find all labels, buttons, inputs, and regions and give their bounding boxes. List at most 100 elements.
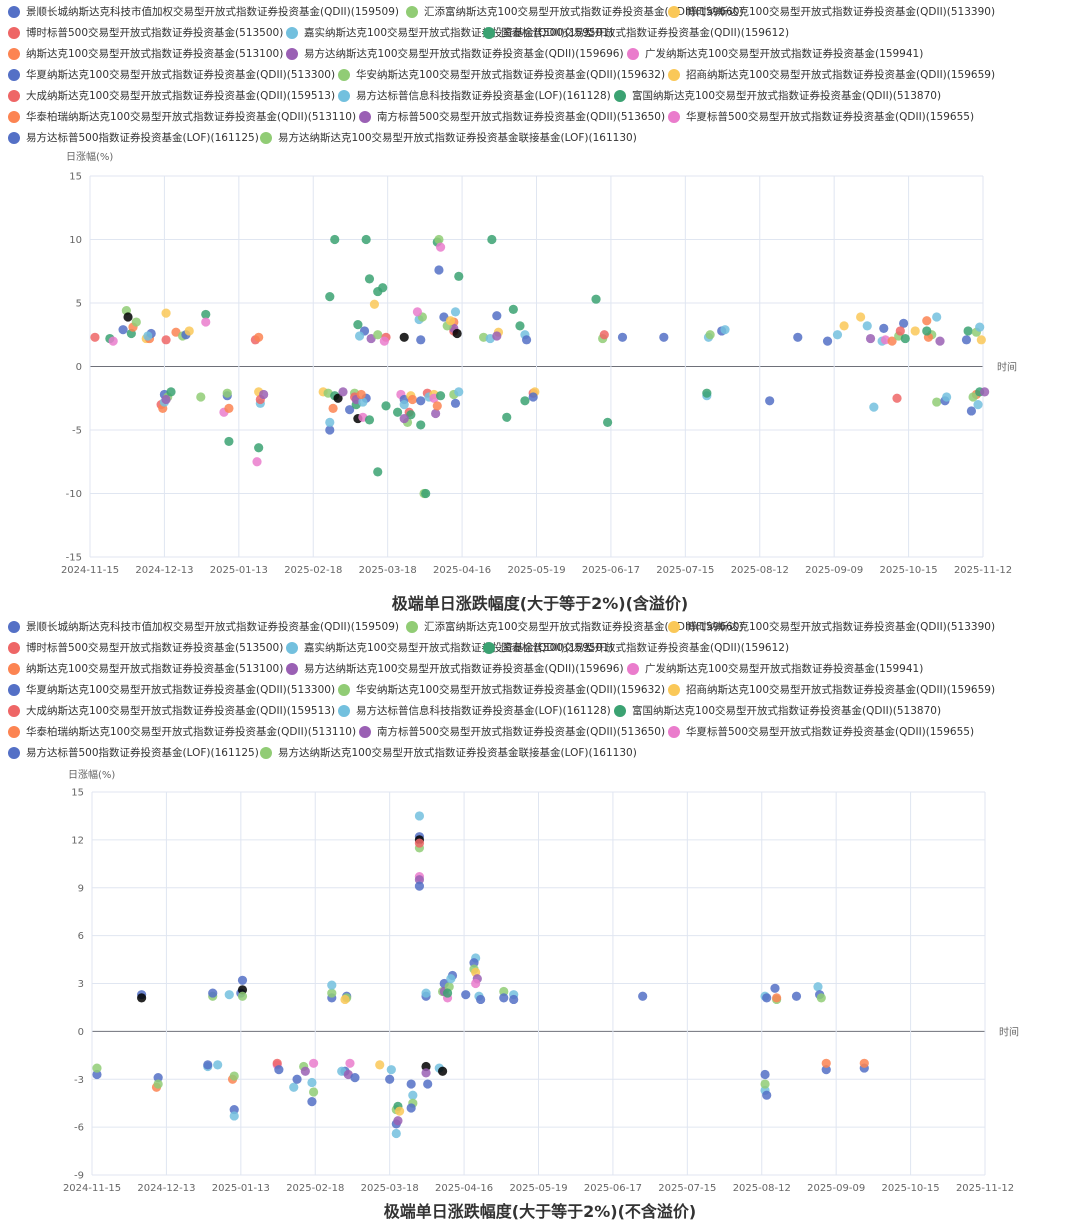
scatter-point[interactable] <box>361 234 371 245</box>
scatter-point[interactable] <box>528 392 538 402</box>
scatter-point[interactable] <box>412 307 423 317</box>
legend-item[interactable]: 嘉实纳斯达克100交易型开放式指数证券投资基金(QDII)(159501) <box>286 640 613 655</box>
scatter-point[interactable] <box>166 387 176 397</box>
legend-item[interactable]: 大成纳斯达克100交易型开放式指数证券投资基金(QDII)(159513) <box>8 88 335 103</box>
scatter-point[interactable] <box>521 335 532 345</box>
legend-item[interactable]: 华夏纳斯达克100交易型开放式指数证券投资基金(QDII)(513300) <box>8 682 335 697</box>
legend-item[interactable]: 华泰柏瑞纳斯达克100交易型开放式指数证券投资基金(QDII)(513110) <box>8 109 356 124</box>
scatter-point[interactable] <box>213 1060 223 1070</box>
scatter-point[interactable] <box>469 958 479 968</box>
scatter-point[interactable] <box>813 982 823 992</box>
scatter-point[interactable] <box>292 1074 302 1084</box>
scatter-point[interactable] <box>153 1073 163 1083</box>
scatter-point[interactable] <box>358 397 368 407</box>
scatter-point[interactable] <box>973 400 983 410</box>
legend-item[interactable]: 汇添富纳斯达克100交易型开放式指数证券投资基金(QDII)(159660) <box>406 619 744 634</box>
legend-item[interactable]: 华夏标普500交易型开放式指数证券投资基金(QDII)(159655) <box>668 724 974 739</box>
scatter-point[interactable] <box>760 1079 770 1089</box>
scatter-point[interactable] <box>515 321 525 331</box>
scatter-point[interactable] <box>354 331 365 341</box>
scatter-point[interactable] <box>414 875 425 885</box>
scatter-point[interactable] <box>161 394 171 405</box>
legend-item[interactable]: 博时标普500交易型开放式指数证券投资基金(513500) <box>8 640 283 655</box>
scatter-point[interactable] <box>375 1060 385 1070</box>
scatter-point[interactable] <box>333 393 343 403</box>
scatter-point[interactable] <box>520 396 530 406</box>
scatter-point[interactable] <box>421 1068 431 1078</box>
scatter-point[interactable] <box>345 405 355 415</box>
scatter-point[interactable] <box>932 397 942 407</box>
legend-item[interactable]: 博时纳斯达克100交易型开放式指数证券投资基金(QDII)(513390) <box>668 4 995 19</box>
scatter-point[interactable] <box>437 1066 448 1076</box>
scatter-point[interactable] <box>445 316 456 326</box>
legend-item[interactable]: 富国纳斯达克100交易型开放式指数证券投资基金(QDII)(513870) <box>614 703 941 718</box>
scatter-point[interactable] <box>308 1087 319 1097</box>
scatter-point[interactable] <box>450 307 461 317</box>
scatter-point[interactable] <box>399 400 409 410</box>
legend-item[interactable]: 易方达纳斯达克100交易型开放式指数证券投资基金(QDII)(159696) <box>286 661 624 676</box>
scatter-point[interactable] <box>922 316 932 326</box>
legend-item[interactable]: 南方标普500交易型开放式指数证券投资基金(QDII)(513650) <box>359 109 665 124</box>
scatter-point[interactable] <box>895 326 905 336</box>
scatter-point[interactable] <box>435 242 446 252</box>
scatter-point[interactable] <box>224 436 234 447</box>
scatter-point[interactable] <box>892 393 902 403</box>
scatter-point[interactable] <box>765 396 775 406</box>
scatter-point[interactable] <box>900 333 910 344</box>
scatter-point[interactable] <box>963 326 973 336</box>
scatter-point[interactable] <box>259 389 269 400</box>
scatter-point[interactable] <box>862 321 872 331</box>
scatter-point[interactable] <box>887 336 897 346</box>
legend-item[interactable]: 景顺长城纳斯达克科技市值加权交易型开放式指数证券投资基金(QDII)(15950… <box>8 619 399 634</box>
scatter-point[interactable] <box>184 326 194 336</box>
scatter-point[interactable] <box>118 325 128 335</box>
scatter-point[interactable] <box>821 1065 831 1075</box>
scatter-point[interactable] <box>153 1079 163 1089</box>
scatter-point[interactable] <box>203 1060 213 1070</box>
scatter-point[interactable] <box>414 838 425 848</box>
scatter-point[interactable] <box>379 336 389 346</box>
scatter-point[interactable] <box>416 420 426 430</box>
scatter-point[interactable] <box>599 330 609 340</box>
scatter-point[interactable] <box>399 332 409 342</box>
scatter-point[interactable] <box>143 331 153 341</box>
scatter-point[interactable] <box>966 406 977 416</box>
scatter-point[interactable] <box>330 234 340 245</box>
scatter-point[interactable] <box>201 317 211 327</box>
scatter-point[interactable] <box>386 1065 396 1075</box>
scatter-point[interactable] <box>859 1058 869 1068</box>
scatter-point[interactable] <box>414 881 425 891</box>
scatter-point[interactable] <box>252 457 262 467</box>
scatter-point[interactable] <box>975 322 985 332</box>
scatter-point[interactable] <box>373 467 383 477</box>
scatter-point[interactable] <box>391 1128 401 1139</box>
scatter-point[interactable] <box>392 407 403 417</box>
scatter-point[interactable] <box>638 991 648 1001</box>
scatter-point[interactable] <box>432 401 442 411</box>
scatter-point[interactable] <box>161 308 171 318</box>
scatter-point[interactable] <box>822 336 833 346</box>
scatter-point[interactable] <box>406 1103 416 1113</box>
scatter-point[interactable] <box>446 974 456 984</box>
scatter-point[interactable] <box>899 318 909 328</box>
scatter-point[interactable] <box>327 980 337 990</box>
scatter-point[interactable] <box>617 332 628 342</box>
legend-item[interactable]: 易方达标普信息科技指数证券投资基金(LOF)(161128) <box>338 88 611 103</box>
legend-item[interactable]: 招商纳斯达克100交易型开放式指数证券投资基金(QDII)(159659) <box>668 682 995 697</box>
scatter-point[interactable] <box>968 392 978 402</box>
scatter-point[interactable] <box>980 387 990 397</box>
legend-item[interactable]: 易方达纳斯达克100交易型开放式指数证券投资基金联接基金(LOF)(161130… <box>260 745 637 760</box>
scatter-point[interactable] <box>508 304 518 314</box>
scatter-point[interactable] <box>393 1116 403 1126</box>
scatter-point[interactable] <box>224 403 234 414</box>
scatter-point[interactable] <box>308 1058 319 1068</box>
scatter-point[interactable] <box>237 991 248 1001</box>
scatter-point[interactable] <box>502 412 512 422</box>
scatter-point[interactable] <box>856 312 866 322</box>
scatter-point[interactable] <box>407 394 418 405</box>
scatter-point[interactable] <box>416 335 426 345</box>
scatter-point[interactable] <box>92 1069 102 1080</box>
scatter-point[interactable] <box>932 312 942 322</box>
scatter-point[interactable] <box>108 336 118 346</box>
scatter-point[interactable] <box>300 1066 310 1076</box>
